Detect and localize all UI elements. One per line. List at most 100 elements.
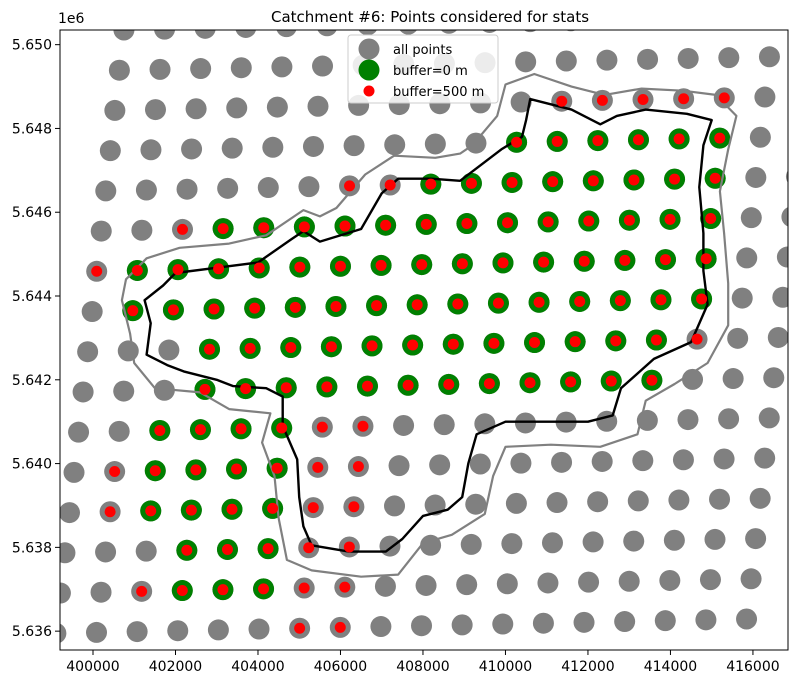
all-points-marker — [393, 414, 415, 436]
all-points-marker — [541, 532, 563, 554]
all-points-marker — [551, 451, 573, 473]
all-points-marker — [235, 30, 257, 38]
all-points-marker — [623, 530, 645, 552]
buffer500-marker — [492, 297, 504, 309]
all-points-marker — [745, 528, 767, 550]
buffer500-marker — [325, 341, 337, 353]
buffer500-marker — [650, 334, 662, 346]
y-tick-label: 5.640 — [12, 457, 52, 473]
buffer500-marker — [384, 179, 396, 191]
all-points-marker — [230, 57, 252, 79]
buffer500-marker — [294, 261, 306, 273]
buffer500-marker — [718, 92, 730, 104]
buffer500-marker — [294, 622, 306, 634]
all-points-marker — [515, 51, 537, 73]
y-tick-label: 5.638 — [12, 540, 52, 556]
all-points-marker — [614, 611, 636, 633]
all-points-marker — [379, 535, 401, 557]
buffer500-marker — [298, 582, 310, 594]
legend-label: all points — [393, 43, 452, 58]
x-tick-label: 412000 — [561, 659, 614, 675]
buffer500-marker — [714, 132, 726, 144]
buffer500-marker — [194, 424, 206, 436]
all-points-marker — [582, 531, 604, 553]
all-points-marker — [108, 59, 130, 81]
all-points-marker — [767, 326, 788, 348]
buffer500-marker — [461, 218, 473, 230]
buffer500-marker — [542, 216, 554, 228]
buffer500-marker — [199, 383, 211, 395]
all-points-marker — [302, 135, 324, 157]
buffer500-marker — [339, 581, 351, 593]
all-points-marker — [682, 368, 704, 390]
all-points-marker — [221, 137, 243, 159]
all-points-marker — [758, 46, 780, 68]
all-points-marker — [158, 339, 180, 361]
buffer500-marker — [235, 423, 247, 435]
all-points-marker — [131, 219, 153, 241]
buffer500-marker — [167, 304, 179, 316]
all-points-marker — [713, 448, 735, 470]
all-points-marker — [399, 30, 418, 35]
buffer500-marker — [655, 294, 667, 306]
buffer500-marker — [154, 424, 166, 436]
buffer500-marker — [700, 253, 712, 265]
buffer500-marker — [407, 339, 419, 351]
buffer500-marker — [190, 464, 202, 476]
buffer500-marker — [131, 264, 143, 276]
buffer500-marker — [240, 383, 252, 395]
all-points-marker — [510, 91, 532, 113]
buffer500-marker — [221, 543, 233, 555]
legend-marker-all-points — [358, 38, 380, 60]
buffer500-marker — [488, 337, 500, 349]
x-tick-label: 410000 — [479, 659, 532, 675]
buffer500-marker — [226, 503, 238, 515]
buffer500-marker — [258, 222, 270, 234]
buffer500-marker — [547, 176, 559, 188]
buffer500-marker — [307, 502, 319, 514]
buffer500-marker — [217, 584, 229, 596]
all-points-marker — [677, 47, 699, 69]
all-points-marker — [723, 7, 744, 28]
legend-box — [347, 34, 499, 104]
buffer500-marker — [231, 463, 243, 475]
x-tick-label: 408000 — [396, 659, 449, 675]
buffer500-marker — [447, 338, 459, 350]
all-points-marker — [654, 610, 676, 632]
buffer500-marker — [176, 585, 188, 597]
buffer500-marker — [551, 135, 563, 147]
buffer500-marker — [334, 260, 346, 272]
all-points-marker — [618, 570, 640, 592]
buffer500-marker — [673, 133, 685, 145]
all-points-marker — [153, 379, 175, 401]
all-points-marker — [77, 341, 99, 363]
all-points-marker — [276, 30, 297, 38]
buffer500-marker — [556, 95, 568, 107]
all-points-marker — [113, 380, 135, 402]
all-points-marker — [424, 133, 446, 155]
buffer500-marker — [425, 178, 437, 190]
buffer500-marker — [456, 258, 468, 270]
y-offset-label: 1e6 — [58, 11, 85, 27]
buffer500-boundary — [120, 72, 738, 578]
all-points-marker — [695, 609, 717, 631]
axes: 400000 402000 404000 406000 408000 410000 4120… — [12, 38, 780, 675]
all-points-marker — [482, 30, 497, 33]
all-points-marker — [415, 574, 437, 596]
all-points-marker — [140, 139, 162, 161]
all-points-marker — [81, 301, 103, 323]
all-points-marker — [749, 487, 771, 509]
buffer500-marker — [623, 214, 635, 226]
all-points-marker — [60, 623, 67, 643]
buffer500-marker — [316, 421, 328, 433]
all-points-marker — [343, 135, 365, 157]
buffer500-marker — [569, 336, 581, 348]
all-points-marker — [181, 138, 203, 160]
buffer500-marker — [334, 621, 346, 633]
all-points-marker — [465, 132, 487, 154]
all-points-marker — [257, 177, 279, 199]
all-points-marker — [699, 569, 721, 591]
buffer500-marker — [411, 299, 423, 311]
all-points-marker — [217, 177, 239, 199]
buffer500-marker — [352, 461, 364, 473]
